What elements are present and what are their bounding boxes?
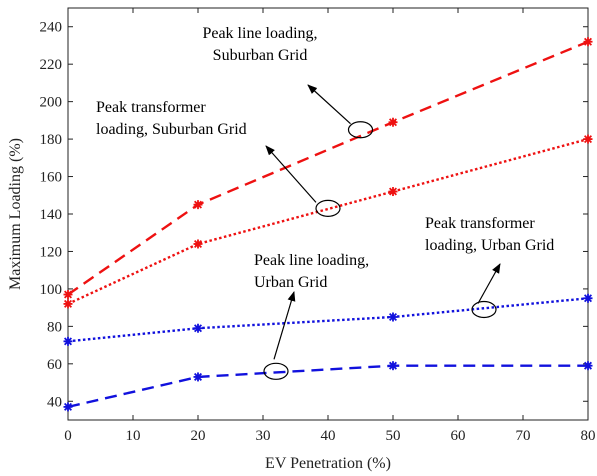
annotation-text: Peak transformer: [96, 99, 206, 116]
data-point-trafo_suburban: [388, 187, 398, 197]
annotation-line_urban: Peak line loading, Urban Grid: [254, 252, 369, 380]
series-layer: [63, 37, 593, 412]
y-tick-label: 100: [40, 282, 63, 298]
data-point-trafo_urban: [63, 336, 73, 346]
annotation-line_suburban: Peak line loading, Suburban Grid: [202, 25, 374, 139]
y-tick-label: 140: [40, 207, 63, 223]
annotation-ellipse: [347, 121, 374, 139]
annotation-layer: Peak line loading, Suburban Grid Peak tran…: [96, 25, 554, 380]
y-tick-label: 120: [40, 244, 63, 260]
annotation-text: loading, Urban Grid: [425, 237, 554, 254]
x-tick-label: 60: [451, 428, 466, 444]
data-point-line_suburban: [583, 37, 593, 47]
annotation-ellipse: [471, 300, 497, 319]
y-tick-label: 60: [47, 357, 62, 373]
data-point-trafo_suburban: [583, 134, 593, 144]
data-point-line_suburban: [388, 117, 398, 127]
annotation-trafo_urban: Peak transformer loading, Urban Grid: [425, 215, 554, 319]
data-point-trafo_urban: [583, 293, 593, 303]
x-tick-label: 50: [386, 428, 401, 444]
series-line-line_urban: [67, 364, 588, 409]
data-point-line_suburban: [63, 290, 73, 300]
annotation-arrow: [273, 291, 296, 360]
plot-area: [67, 7, 589, 421]
axis-ticks: 0 10 20 30 40 50 60 70 80 40 60 80 100 120 140 160 180 20…: [40, 8, 596, 444]
data-point-line_urban: [583, 361, 593, 371]
series-line-trafo_urban: [67, 297, 589, 343]
data-point-line_suburban: [193, 200, 203, 210]
y-tick-label: 160: [40, 170, 63, 186]
y-tick-label: 200: [40, 95, 63, 111]
data-point-trafo_urban: [193, 323, 203, 333]
x-tick-label: 10: [126, 428, 141, 444]
x-tick-label: 40: [321, 428, 336, 444]
y-tick-label: 180: [40, 132, 63, 148]
y-tick-label: 40: [47, 394, 62, 410]
annotation-ellipse: [315, 199, 341, 217]
annotation-arrow: [307, 84, 351, 125]
x-axis-title: EV Penetration (%): [265, 455, 391, 472]
y-tick-label: 220: [40, 57, 63, 73]
y-axis-title: Maximum Loading (%): [7, 138, 24, 290]
x-tick-label: 70: [516, 428, 531, 444]
annotation-ellipse: [263, 362, 289, 380]
data-point-line_urban: [193, 372, 203, 382]
annotation-text: Peak line loading,: [254, 252, 369, 269]
y-tick-label: 240: [40, 20, 63, 36]
annotation-text: Peak transformer: [425, 215, 535, 232]
data-point-trafo_suburban: [193, 239, 203, 249]
annotation-text: Peak line loading,: [202, 25, 317, 42]
annotation-trafo_suburban: Peak transformer loading, Suburban Grid: [96, 99, 341, 217]
data-point-trafo_suburban: [63, 299, 73, 309]
x-tick-label: 0: [64, 428, 72, 444]
annotation-arrow: [265, 145, 317, 203]
annotation-text: loading, Suburban Grid: [96, 121, 247, 138]
series-line-line_suburban: [67, 40, 589, 296]
data-point-trafo_urban: [388, 312, 398, 322]
data-point-line_urban: [388, 361, 398, 371]
annotation-text: Urban Grid: [254, 274, 327, 291]
annotation-arrow: [477, 263, 501, 304]
series-line-trafo_suburban: [67, 137, 589, 305]
x-tick-label: 80: [581, 428, 596, 444]
x-tick-label: 20: [191, 428, 206, 444]
annotation-text: Suburban Grid: [213, 47, 308, 64]
data-point-line_urban: [63, 402, 73, 412]
x-tick-label: 30: [256, 428, 271, 444]
y-tick-label: 80: [47, 319, 62, 335]
